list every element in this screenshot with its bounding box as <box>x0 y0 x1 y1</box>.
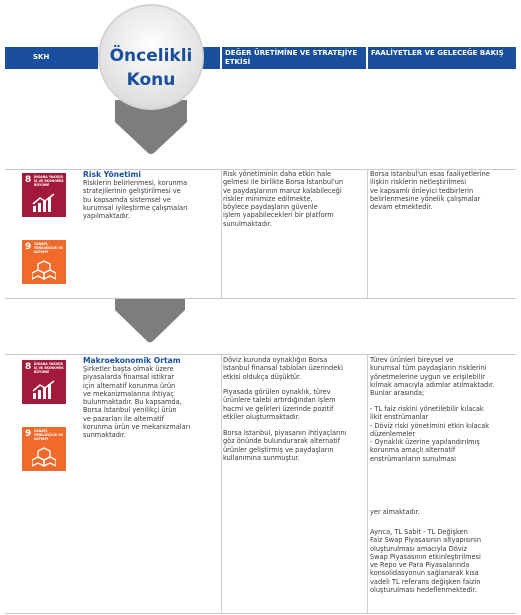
row2-impact-p3: Borsa İstanbul, piyasanın ihtiyaçlarını … <box>223 429 347 462</box>
row1-impact: Risk yönetiminin daha etkin hale gelmesi… <box>223 170 344 228</box>
row2-title: Makroekonomik Ortam <box>83 356 181 365</box>
row2-activities-p4: Ayrıca, TL Sabit - TL Değişken Faiz Swap… <box>370 528 482 595</box>
sdg-goal-9-icon: 9 SANAYİ, YENİLİKÇİLİK VE ALTYAPI <box>22 240 66 284</box>
sdg-goal-8-icon: 8 İNSANA YAKIŞIR İŞ VE EKONOMİK BÜYÜME <box>22 173 66 217</box>
row2-impact-p1: Döviz kurunda oynaklığın Borsa İstanbul … <box>223 356 343 381</box>
header-skh: SKH <box>5 47 98 69</box>
row1-description: Risklerin belirlenmesi, korunma strateji… <box>83 179 188 221</box>
row2-activities-p2: - TL faiz riskini yönetilebilir kılacak … <box>370 405 490 463</box>
row2-activities-p1: Türev ürünleri bireysel ve kurumsal tüm … <box>370 356 495 398</box>
row1-divider-2 <box>367 170 368 298</box>
row2-impact-p2: Piyasada görülen oynaklık, türev ürünler… <box>223 388 336 421</box>
row2-divider-2 <box>367 355 368 613</box>
sdg9-label: SANAYİ, YENİLİKÇİLİK VE ALTYAPI <box>34 429 63 441</box>
row1-title: Risk Yönetimi <box>83 170 141 179</box>
section-arrow <box>115 298 185 343</box>
sdg9-label: SANAYİ, YENİLİKÇİLİK VE ALTYAPI <box>34 242 63 254</box>
sdg8-label: İNSANA YAKIŞIR İŞ VE EKONOMİK BÜYÜME <box>34 175 64 187</box>
header-skh-label: SKH <box>33 53 50 61</box>
sdg8-number: 8 <box>25 362 32 372</box>
row1-divider-1 <box>221 170 222 298</box>
row1-bottom-line <box>5 298 516 299</box>
cubes-icon <box>32 260 56 280</box>
priority-topic-title: Öncelikli Konu <box>109 46 193 90</box>
row2-description: Şirketler başta olmak üzere piyasalarda … <box>83 365 191 440</box>
growth-chart-icon <box>32 193 55 212</box>
sdg8-number: 8 <box>25 175 32 185</box>
row2-activities-p3: yer almaktadır. <box>370 508 420 516</box>
growth-chart-icon <box>32 380 55 399</box>
header-impact: DEĞER ÜRETİMİNE VE STRATEJİYE ETKİSİ <box>222 47 366 69</box>
row2-bottom-line <box>5 613 516 614</box>
row1-top-line <box>5 169 516 170</box>
sdg-goal-9-icon: 9 SANAYİ, YENİLİKÇİLİK VE ALTYAPI <box>22 427 66 471</box>
header-impact-label: DEĞER ÜRETİMİNE VE STRATEJİYE ETKİSİ <box>225 49 358 66</box>
row2-top-line <box>5 354 516 355</box>
header-activities-label: FAALİYETLER VE GELECEĞE BAKIŞ <box>371 49 504 57</box>
row2-divider-1 <box>221 355 222 613</box>
cubes-icon <box>32 447 56 467</box>
row1-activities: Borsa İstanbul'un esas faaliyetlerine il… <box>370 170 490 212</box>
header-activities: FAALİYETLER VE GELECEĞE BAKIŞ <box>368 47 516 69</box>
sdg9-number: 9 <box>25 429 32 439</box>
priority-topic-graphic <box>98 4 204 154</box>
sdg-goal-8-icon: 8 İNSANA YAKIŞIR İŞ VE EKONOMİK BÜYÜME <box>22 360 66 404</box>
sdg9-number: 9 <box>25 242 32 252</box>
sdg8-label: İNSANA YAKIŞIR İŞ VE EKONOMİK BÜYÜME <box>34 362 64 374</box>
